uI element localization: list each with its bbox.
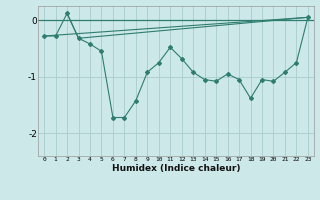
X-axis label: Humidex (Indice chaleur): Humidex (Indice chaleur) bbox=[112, 164, 240, 173]
